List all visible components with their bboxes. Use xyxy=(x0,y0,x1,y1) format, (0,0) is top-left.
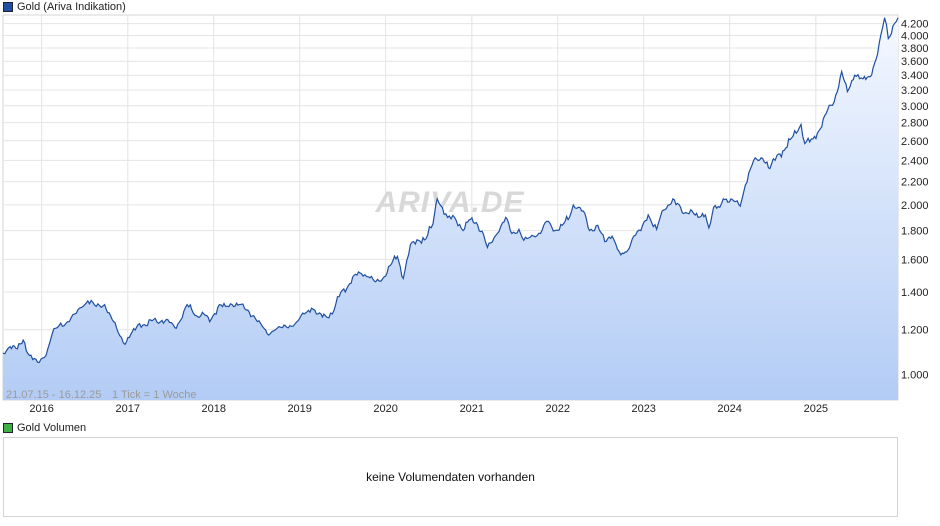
y-tick-label: 1.200 xyxy=(901,325,929,337)
y-tick-label: 2.600 xyxy=(901,136,929,148)
legend-price-label: Gold (Ariva Indikation) xyxy=(17,1,126,13)
y-axis-ticks: 1.000 1.200 1.400 1.600 1.800 2.000 2.200 2.400… xyxy=(901,19,929,382)
legend-price: Gold (Ariva Indikation) xyxy=(3,0,126,14)
y-tick-label: 1.400 xyxy=(901,287,929,299)
volume-panel: keine Volumendaten vorhanden xyxy=(3,437,898,517)
price-area xyxy=(3,17,898,401)
y-tick-label: 4.200 xyxy=(901,19,929,31)
x-tick-label: 2019 xyxy=(287,403,311,415)
y-tick-label: 4.000 xyxy=(901,30,929,42)
volume-empty-message: keine Volumendaten vorhanden xyxy=(366,470,535,484)
price-chart: ARIVA.DE 1.000 1.200 1.400 1.600 1.800 2.000 2… xyxy=(2,14,929,415)
y-tick-label: 3.200 xyxy=(901,85,929,97)
legend-volume-label: Gold Volumen xyxy=(17,422,87,434)
y-tick-label: 2.400 xyxy=(901,155,929,167)
watermark: ARIVA.DE xyxy=(374,186,524,219)
x-tick-label: 2018 xyxy=(201,403,225,415)
y-tick-label: 3.400 xyxy=(901,70,929,82)
x-tick-label: 2021 xyxy=(460,403,484,415)
y-tick-label: 1.800 xyxy=(901,226,929,238)
y-tick-label: 2.000 xyxy=(901,200,929,212)
price-line xyxy=(2,17,899,364)
legend-volume: Gold Volumen xyxy=(3,421,86,435)
x-tick-label: 2020 xyxy=(373,403,397,415)
x-tick-label: 2017 xyxy=(116,403,140,415)
y-tick-label: 3.800 xyxy=(901,43,929,55)
x-tick-label: 2016 xyxy=(29,403,53,415)
y-tick-label: 1.600 xyxy=(901,254,929,266)
x-tick-label: 2022 xyxy=(546,403,570,415)
legend-volume-swatch xyxy=(3,423,13,433)
range-info: 21.07.15 - 16.12.25 xyxy=(6,389,101,401)
y-tick-label: 3.000 xyxy=(901,101,929,113)
y-tick-label: 3.600 xyxy=(901,56,929,68)
x-axis-ticks: 2016 2017 2018 2019 2020 2021 2022 2023 2024 2025 xyxy=(29,403,828,415)
tick-info: 1 Tick = 1 Woche xyxy=(112,389,196,401)
y-tick-label: 2.800 xyxy=(901,118,929,130)
legend-price-swatch xyxy=(3,2,13,12)
x-tick-label: 2023 xyxy=(631,403,655,415)
x-tick-label: 2025 xyxy=(804,403,828,415)
y-tick-label: 1.000 xyxy=(901,369,929,381)
x-tick-label: 2024 xyxy=(717,403,741,415)
y-tick-label: 2.200 xyxy=(901,177,929,189)
